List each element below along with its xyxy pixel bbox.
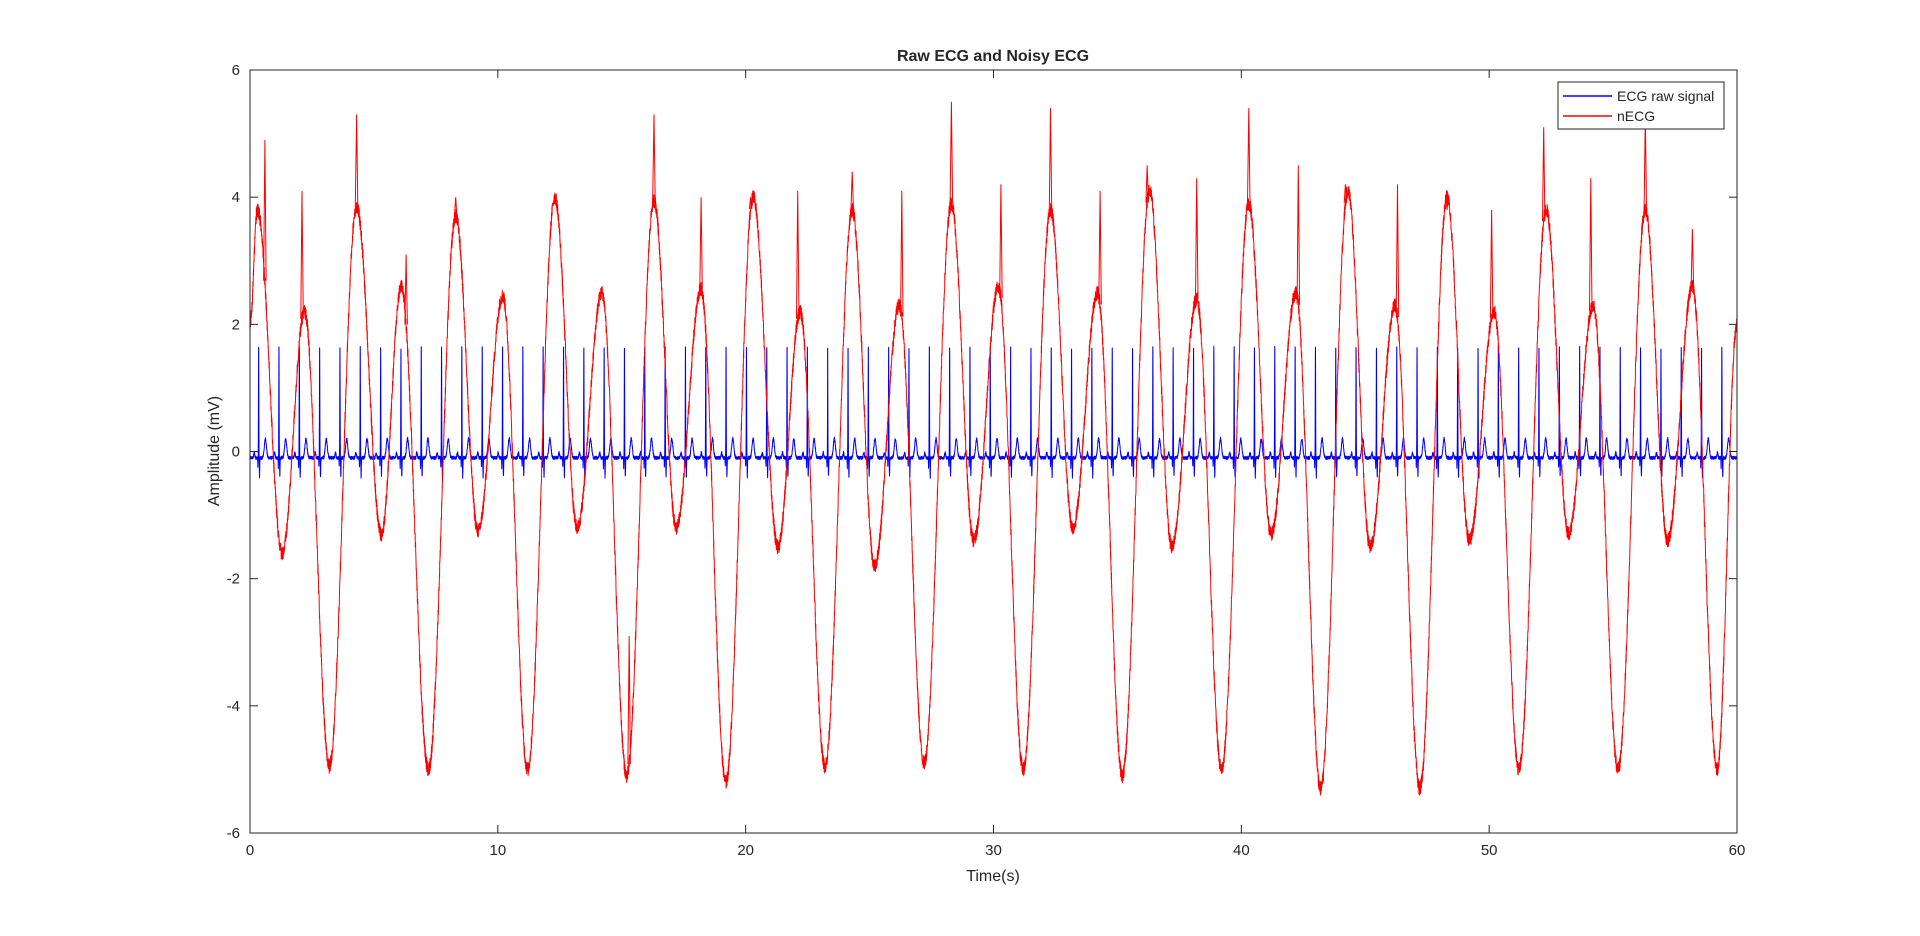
necg-spike (1445, 197, 1449, 210)
series-layer (250, 101, 1737, 796)
necg-spike (1395, 184, 1400, 318)
x-tick-label: 10 (489, 842, 506, 859)
necg-spike (900, 190, 904, 317)
series-line-necg (250, 184, 1737, 796)
necg-spike (1145, 165, 1149, 203)
necg-spike (1048, 108, 1053, 210)
necg-spike (1542, 127, 1546, 222)
necg-spike (699, 197, 703, 290)
y-tick-label: -4 (227, 698, 240, 715)
x-axis-label: Time(s) (966, 868, 1020, 885)
y-tick-label: 0 (232, 444, 240, 461)
necg-spike (1296, 165, 1301, 305)
legend-label-ecg-raw: ECG raw signal (1617, 88, 1714, 104)
necg-spike (1195, 178, 1199, 299)
necg-spike (652, 114, 656, 201)
necg-spike (263, 139, 267, 281)
x-tick-label: 0 (246, 842, 254, 859)
necg-spike (1489, 209, 1494, 318)
necg-spike (748, 197, 753, 210)
necg-spike (796, 190, 800, 319)
necg-spike (1343, 184, 1348, 203)
necg-spike (454, 197, 458, 217)
x-tick-label: 30 (985, 842, 1002, 859)
plot-area: 0 10 20 30 40 50 60 -6 -4 -2 0 2 4 6 (227, 62, 1746, 859)
y-tick-label: 4 (232, 189, 240, 206)
necg-spike (404, 254, 408, 325)
legend-label-necg: nECG (1617, 108, 1655, 124)
necg-spike (1247, 108, 1251, 204)
x-tick-label: 20 (737, 842, 754, 859)
y-axis-label: Amplitude (mV) (206, 396, 223, 506)
necg-spike (999, 184, 1003, 299)
necg-spike (850, 171, 854, 210)
x-tick-label: 40 (1233, 842, 1250, 859)
y-tick-label: 2 (232, 316, 240, 333)
y-tick-label: 6 (232, 62, 240, 79)
series-line-ecg-raw (250, 345, 1737, 479)
necg-spike (627, 635, 631, 765)
x-tick-label: 50 (1481, 842, 1498, 859)
necg-spike (300, 190, 304, 319)
ticks-layer: 0 10 20 30 40 50 60 -6 -4 -2 0 2 4 6 (227, 62, 1746, 859)
chart-title: Raw ECG and Noisy ECG (897, 48, 1089, 65)
necg-spike (1690, 228, 1695, 287)
x-tick-label: 60 (1729, 842, 1746, 859)
legend[interactable]: ECG raw signal nECG (1557, 81, 1725, 130)
necg-spike (354, 114, 359, 207)
legend-box (1557, 81, 1725, 130)
y-tick-label: -2 (227, 571, 240, 588)
necg-spike (949, 101, 954, 204)
y-tick-label: -6 (227, 825, 240, 842)
necg-spike (1098, 190, 1102, 305)
necg-spike (1589, 178, 1593, 311)
